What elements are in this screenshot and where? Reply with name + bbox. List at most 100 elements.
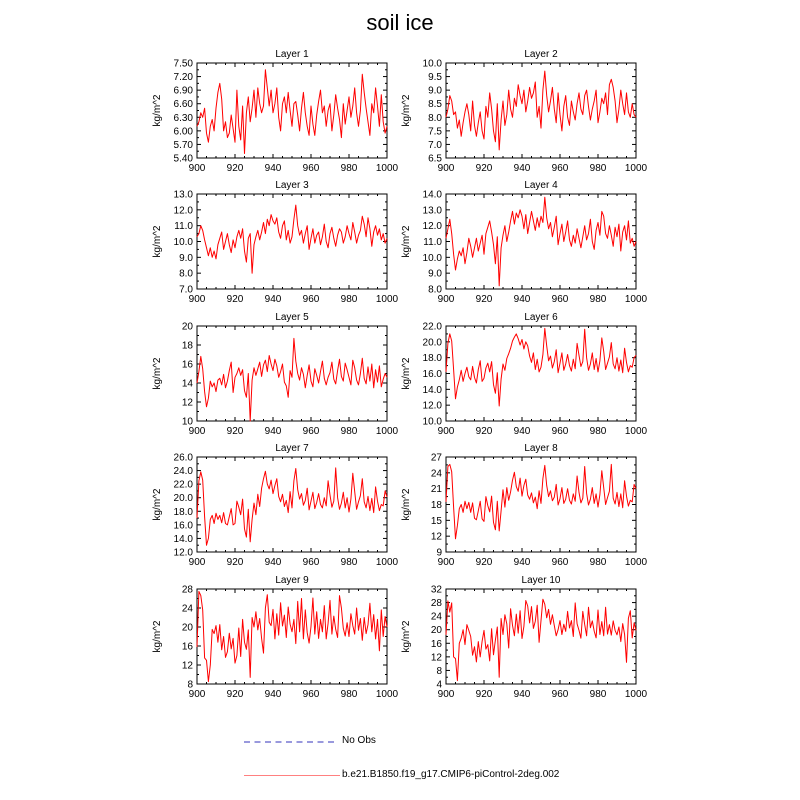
x-tick-label: 980 [341,426,358,437]
y-tick-label: 11.0 [174,221,193,232]
chart-title: Layer 6 [524,312,558,323]
chart-title: Layer 3 [275,180,309,191]
chart-title: Layer 9 [275,575,309,586]
x-tick-label: 900 [438,557,455,568]
y-tick-label: 24 [431,612,443,623]
y-tick-label: 18.0 [174,507,194,518]
y-tick-label: 14.0 [423,385,443,396]
x-tick-label: 900 [189,294,206,305]
x-tick-label: 980 [341,557,358,568]
x-tick-label: 920 [227,689,244,700]
y-tick-label: 20 [182,322,194,333]
y-tick-label: 24.0 [174,466,194,477]
y-tick-label: 22.0 [423,322,443,333]
x-tick-label: 920 [476,689,493,700]
y-tick-label: 14.0 [174,534,194,545]
series-line [196,590,388,683]
y-tick-label: 18 [431,500,443,511]
x-tick-label: 940 [514,557,531,568]
x-tick-label: 940 [265,557,282,568]
x-tick-label: 960 [552,163,569,174]
y-tick-label: 12.0 [423,221,443,232]
x-tick-label: 920 [476,557,493,568]
series-line [445,196,637,287]
chart-title: Layer 10 [522,575,561,586]
y-axis-label: kg/m^2 [152,225,163,257]
chart-layer-3: Layer 3 900 920 940 960 980 1000 7.0 8.0 9.0 10.0 1… [152,180,399,305]
y-tick-label: 8.5 [428,99,442,110]
y-tick-label: 14 [182,379,194,390]
y-tick-label: 9 [436,548,442,559]
y-tick-label: 12 [182,661,194,672]
plot-frame [445,325,637,422]
y-tick-label: 26.0 [174,453,194,464]
x-tick-label: 900 [438,294,455,305]
y-tick-label: 8 [187,680,193,691]
chart-layer-6: Layer 6 900 920 940 960 980 1000 10.0 12.0 14.0 16… [401,312,648,437]
y-tick-label: 8.0 [428,285,442,296]
y-tick-label: 10.0 [423,253,443,264]
legend-line-no-obs [244,741,334,743]
x-tick-label: 980 [590,557,607,568]
chart-layer-7: Layer 7 900 920 940 960 980 1000 12.0 14.0 16.0 18… [152,443,399,568]
legend-label-model: b.e21.B1850.f19_g17.CMIP6-piControl-2deg… [342,769,560,780]
x-tick-label: 940 [514,163,531,174]
chart-title: Layer 7 [275,443,309,454]
x-tick-label: 980 [590,689,607,700]
x-tick-label: 940 [514,426,531,437]
chart-layer-4: Layer 4 900 920 940 960 980 1000 8.0 9.0 10.0 11.0… [401,180,648,305]
series-line [196,467,388,546]
plot-frame [445,456,637,553]
y-tick-label: 6.90 [174,86,194,97]
y-tick-label: 20 [431,625,443,636]
y-tick-label: 12 [431,532,443,543]
y-tick-label: 9.0 [428,269,442,280]
y-tick-label: 7.50 [174,59,194,70]
y-tick-label: 8 [436,666,442,677]
y-tick-label: 6.30 [174,113,194,124]
y-axis-label: kg/m^2 [401,94,412,126]
x-tick-label: 1000 [625,689,648,700]
y-axis-label: kg/m^2 [401,620,412,652]
chart-layer-1: Layer 1 900 920 940 960 980 1000 5.40 5.70 6.00 6.… [152,49,399,174]
chart-title: Layer 4 [524,180,558,191]
x-tick-label: 1000 [376,689,399,700]
y-tick-label: 8.0 [428,113,442,124]
y-tick-label: 14.0 [423,190,443,201]
x-tick-label: 920 [476,163,493,174]
chart-layer-10: Layer 10 900 920 940 960 980 1000 4 8 12 16 20 24 28 3… [401,575,648,700]
y-tick-label: 10.0 [423,417,443,428]
x-tick-label: 920 [227,426,244,437]
series-line [196,337,388,422]
y-axis-label: kg/m^2 [401,357,412,389]
x-tick-label: 960 [303,557,320,568]
x-tick-label: 1000 [376,557,399,568]
series-line [445,327,637,407]
x-tick-label: 900 [189,163,206,174]
y-tick-label: 32 [431,585,443,596]
x-tick-label: 940 [514,294,531,305]
x-tick-label: 920 [227,557,244,568]
x-tick-label: 940 [265,426,282,437]
x-tick-label: 920 [227,294,244,305]
y-tick-label: 18.0 [423,353,443,364]
y-tick-label: 7.0 [179,285,193,296]
series-line [445,598,637,682]
y-tick-label: 10.0 [423,59,443,70]
y-tick-label: 10 [182,417,194,428]
x-tick-label: 900 [189,557,206,568]
x-tick-label: 900 [189,689,206,700]
y-tick-label: 22.0 [174,480,194,491]
series-line [445,463,637,540]
y-axis-label: kg/m^2 [152,620,163,652]
y-tick-label: 16 [182,642,194,653]
x-tick-label: 940 [265,294,282,305]
x-tick-label: 940 [265,689,282,700]
y-tick-label: 9.0 [179,253,193,264]
legend-line-model [244,775,340,776]
plot-frame [445,588,637,685]
x-tick-label: 980 [341,163,358,174]
chart-title: Layer 2 [524,49,558,60]
chart-layer-5: Layer 5 900 920 940 960 980 1000 10 12 14 16 18 20 kg… [152,312,399,437]
x-tick-label: 980 [341,294,358,305]
